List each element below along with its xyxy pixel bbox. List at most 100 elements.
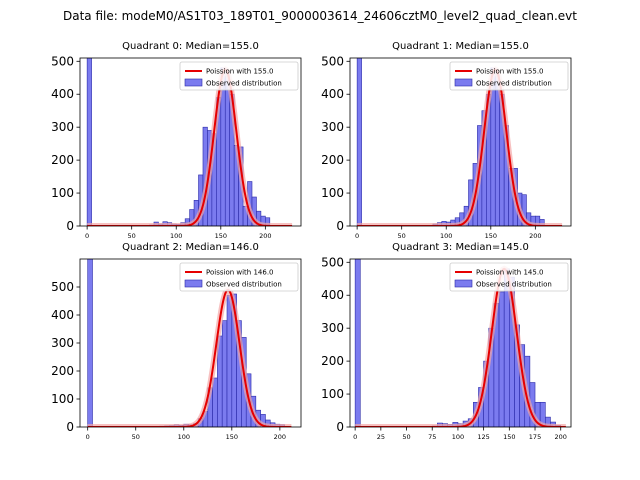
y-tick-label: 300 [51,120,74,134]
legend: Poission with 155.0 Observed distribution [449,61,569,91]
plot-area [86,58,293,226]
y-tick-label: 0 [66,219,74,233]
fit-curve-shadow [357,66,563,226]
legend-label-observed: Observed distribution [206,80,282,88]
y-tick-label: 200 [321,153,344,167]
legend-bar-swatch [184,279,203,288]
x-tick-label: 25 [377,433,385,441]
plot-area [87,259,292,427]
x-tick-label: 100 [170,232,182,240]
y-tick-label: 200 [51,153,74,167]
y-tick-label: 100 [51,392,74,406]
x-tick-label: 50 [128,232,136,240]
histogram-bar [226,295,233,427]
axes-frame [349,258,572,428]
x-tick-label: 150 [215,232,227,240]
legend-label-fit: Poission with 145.0 [476,269,544,277]
poisson-fit-line [357,68,563,226]
chart-title: Quadrant 2: Median=146.0 [122,242,259,253]
histogram-bar [498,291,505,427]
y-tick-label: 100 [321,186,344,200]
histogram-bar [86,58,92,226]
y-tick-label: 400 [321,87,344,101]
poisson-fit-line [87,288,292,427]
x-tick-label: 0 [355,232,359,240]
legend-label-fit: Poission with 146.0 [206,269,274,277]
legend-label-observed: Observed distribution [206,281,282,289]
charts-grid: Quadrant 0: Median=155.00100200300400500… [51,41,572,441]
legend: Poission with 155.0 Observed distribution [179,61,299,91]
y-tick-label: 400 [321,288,344,302]
legend-label-fit: Poission with 155.0 [476,68,544,76]
y-tick-label: 200 [51,364,74,378]
x-tick-label: 75 [428,433,436,441]
legend-box [179,262,299,292]
legend-label-observed: Observed distribution [476,281,552,289]
chart-title: Quadrant 1: Median=155.0 [392,41,529,52]
axes-frame [79,57,302,227]
legend-bar-swatch [454,78,473,87]
x-tick-label: 50 [132,433,140,441]
y-tick-label: 500 [51,54,74,68]
y-tick-label: 400 [51,308,74,322]
legend: Poission with 145.0 Observed distribution [449,262,569,292]
x-tick-label: 200 [555,433,567,441]
x-tick-label: 100 [440,232,452,240]
y-tick-label: 300 [321,321,344,335]
x-tick-label: 0 [353,433,357,441]
chart-title: Quadrant 3: Median=145.0 [392,242,529,253]
histogram-bar [356,58,362,226]
x-tick-label: 150 [503,433,515,441]
fit-curve-shadow [87,66,293,226]
x-tick-label: 125 [477,433,489,441]
x-tick-label: 200 [274,433,286,441]
x-tick-label: 0 [85,232,89,240]
x-tick-label: 175 [529,433,541,441]
figure-title: Data file: modeM0/AS1T03_189T01_90000036… [63,9,577,23]
y-tick-label: 300 [51,336,74,350]
histogram-bar [87,259,93,427]
y-tick-label: 500 [321,54,344,68]
y-tick-label: 0 [66,420,74,434]
chart-panel-3: Quadrant 3: Median=145.00100200300400500… [321,242,572,441]
y-tick-label: 400 [51,87,74,101]
y-tick-label: 500 [51,280,74,294]
y-tick-label: 500 [321,255,344,269]
legend-label-fit: Poission with 155.0 [206,68,274,76]
chart-panel-2: Quadrant 2: Median=146.00100200300400500… [51,242,302,441]
x-tick-label: 50 [398,232,406,240]
x-tick-label: 50 [402,433,410,441]
chart-title: Quadrant 0: Median=155.0 [122,41,259,52]
plot-area [356,58,563,226]
y-tick-label: 200 [321,354,344,368]
fit-curve-shadow [87,286,292,427]
legend-box [179,61,299,91]
legend-label-observed: Observed distribution [476,80,552,88]
y-tick-label: 0 [336,420,344,434]
x-tick-label: 200 [529,232,541,240]
y-tick-label: 100 [51,186,74,200]
chart-panel-1: Quadrant 1: Median=155.00100200300400500… [321,41,572,240]
histogram-bar [494,74,501,226]
legend-box [449,61,569,91]
legend-box [449,262,569,292]
x-tick-label: 100 [178,433,190,441]
histogram-bar [354,259,361,427]
histogram-bar [539,401,546,427]
x-tick-label: 200 [259,232,271,240]
histogram-bar [539,219,545,226]
x-tick-label: 150 [226,433,238,441]
chart-panel-0: Quadrant 0: Median=155.00100200300400500… [51,41,302,240]
legend-bar-swatch [184,78,203,87]
x-tick-label: 0 [86,433,90,441]
axes-frame [349,57,572,227]
y-tick-label: 0 [336,219,344,233]
histogram-bar [221,320,228,427]
poisson-fit-line [87,68,293,226]
y-tick-label: 100 [321,387,344,401]
legend: Poission with 146.0 Observed distribution [179,262,299,292]
y-tick-label: 300 [321,120,344,134]
x-tick-label: 100 [452,433,464,441]
x-tick-label: 150 [485,232,497,240]
